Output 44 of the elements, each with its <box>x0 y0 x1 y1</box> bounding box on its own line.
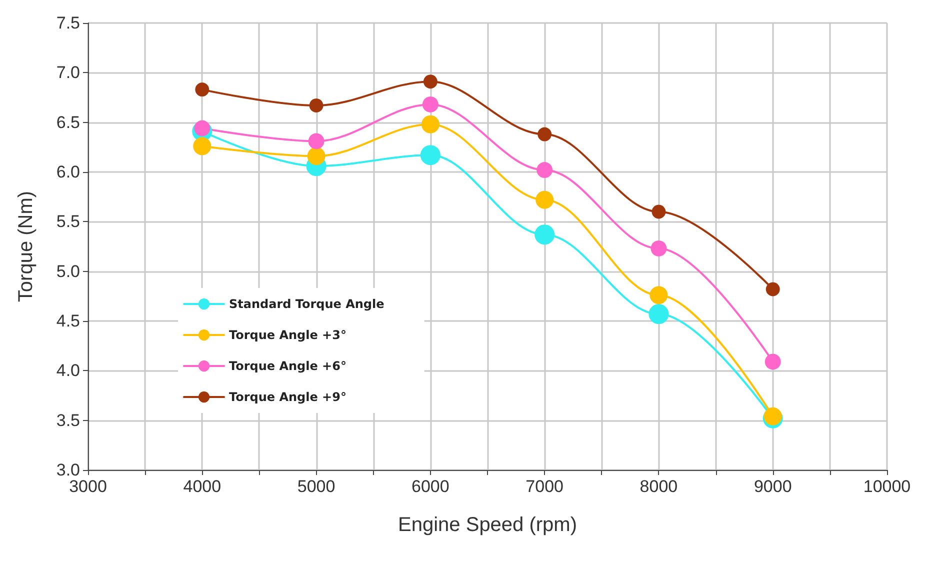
point <box>420 145 440 166</box>
y-tick-label: 6.0 <box>56 162 80 182</box>
legend-label: Torque Angle +3° <box>229 328 346 342</box>
y-tick-label: 7.5 <box>56 14 80 32</box>
y-tick-label: 5.0 <box>56 262 80 281</box>
point <box>536 190 554 209</box>
point <box>764 354 781 370</box>
x-axis-title: Engine Speed (rpm) <box>398 514 577 536</box>
point <box>423 74 438 89</box>
x-tick-label: 7000 <box>526 477 564 496</box>
point <box>195 82 210 97</box>
point <box>648 304 669 324</box>
x-tick-label: 4000 <box>183 477 222 496</box>
point <box>421 115 440 134</box>
y-tick-label: 3.5 <box>56 410 80 430</box>
y-tick-label: 5.5 <box>56 212 80 232</box>
point <box>538 127 552 142</box>
y-tick-label: 4.5 <box>56 312 80 330</box>
point <box>194 120 210 136</box>
x-tick-label: 8000 <box>640 477 678 496</box>
x-tick-label: 6000 <box>412 477 450 496</box>
legend-label: Torque Angle +9° <box>229 390 346 404</box>
point <box>193 137 212 156</box>
x-tick-label: 9000 <box>754 477 792 496</box>
x-tick-label: 3000 <box>69 477 107 496</box>
point <box>650 286 668 304</box>
point <box>536 162 553 178</box>
y-tick-label: 4.0 <box>56 361 80 380</box>
x-tick-label: 10000 <box>863 477 911 496</box>
y-tick-label: 3.0 <box>56 460 80 480</box>
point <box>534 224 555 245</box>
y-tick-label: 6.5 <box>56 112 80 132</box>
x-tick-label: 5000 <box>297 477 336 496</box>
point <box>422 96 438 112</box>
legend-label: Standard Torque Angle <box>229 297 384 311</box>
point <box>308 133 324 150</box>
point <box>307 147 326 166</box>
point <box>309 98 324 112</box>
point <box>650 240 667 256</box>
y-axis-title: Torque (Nm) <box>15 190 37 302</box>
legend-label: Torque Angle +6° <box>229 359 346 373</box>
point <box>652 204 666 219</box>
y-tick-label: 7.0 <box>56 63 80 82</box>
point <box>766 282 780 296</box>
